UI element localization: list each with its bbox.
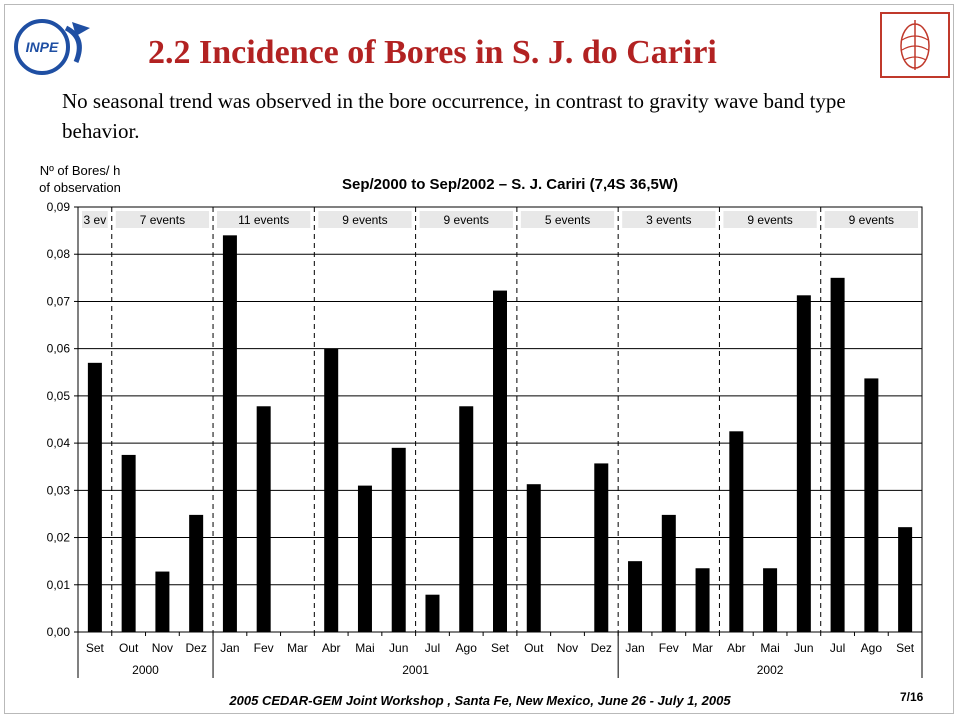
- x-tick-label: Mar: [692, 641, 713, 655]
- footer-text: 2005 CEDAR-GEM Joint Workshop , Santa Fe…: [229, 693, 731, 708]
- x-tick-label: Mai: [355, 641, 374, 655]
- bar: [425, 594, 440, 632]
- y-axis-label: Nº of Bores/ h of observation: [22, 162, 138, 196]
- x-tick-label: Fev: [659, 641, 679, 655]
- y-tick-label: 0,03: [47, 483, 71, 497]
- bar: [594, 463, 609, 632]
- x-tick-label: Jan: [625, 641, 644, 655]
- x-tick-label: Mar: [287, 641, 308, 655]
- event-label: 5 events: [545, 213, 590, 227]
- x-tick-label: Ago: [861, 641, 883, 655]
- x-tick-label: Abr: [727, 641, 746, 655]
- year-label: 2002: [757, 663, 784, 677]
- x-tick-label: Set: [86, 641, 105, 655]
- page-number: 7/16: [900, 690, 924, 704]
- inpe-logo: INPE: [14, 19, 90, 75]
- x-tick-label: Jan: [220, 641, 239, 655]
- bar: [830, 277, 845, 632]
- x-tick-label: Nov: [557, 641, 578, 655]
- bar: [661, 514, 676, 632]
- bar: [864, 378, 879, 632]
- y-tick-label: 0,01: [47, 578, 71, 592]
- event-label: 3 events: [646, 213, 691, 227]
- bar: [189, 514, 204, 632]
- bar: [729, 431, 744, 632]
- event-label-box: [419, 211, 513, 228]
- bar: [459, 406, 474, 632]
- x-tick-label: Dez: [591, 641, 612, 655]
- bar: [222, 235, 237, 633]
- x-tick-label: Out: [119, 641, 139, 655]
- bar: [87, 362, 102, 632]
- chart-title: Sep/2000 to Sep/2002 – S. J. Cariri (7,4…: [342, 176, 678, 193]
- slide-title: 2.2 Incidence of Bores in S. J. do Carir…: [148, 34, 717, 71]
- bar: [324, 348, 339, 632]
- x-tick-label: Set: [896, 641, 915, 655]
- x-tick-label: Nov: [152, 641, 173, 655]
- y-tick-label: 0,06: [47, 342, 71, 356]
- bar: [796, 295, 811, 632]
- event-label-box: [824, 211, 918, 228]
- year-label: 2000: [132, 663, 159, 677]
- x-tick-label: Jul: [830, 641, 845, 655]
- x-tick-label: Jun: [389, 641, 408, 655]
- bar: [121, 454, 136, 632]
- x-tick-label: Fev: [254, 641, 274, 655]
- year-label: 2001: [402, 663, 429, 677]
- x-tick-label: Abr: [322, 641, 341, 655]
- bar: [493, 290, 507, 632]
- x-tick-label: Set: [491, 641, 510, 655]
- event-label: 3 ev: [84, 213, 107, 227]
- bar: [898, 527, 913, 632]
- event-label-box: [82, 211, 108, 228]
- x-tick-label: Mai: [760, 641, 779, 655]
- y-axis-label-line2: of observation: [39, 180, 121, 195]
- y-axis-label-line1: Nº of Bores/ h: [39, 163, 121, 178]
- bar: [628, 561, 643, 632]
- y-tick-label: 0,00: [47, 625, 71, 639]
- event-label: 9 events: [342, 213, 387, 227]
- event-label-box: [520, 211, 615, 228]
- x-tick-label: Jul: [425, 641, 440, 655]
- bar: [357, 485, 372, 632]
- bar: [256, 406, 271, 632]
- y-tick-label: 0,02: [47, 531, 71, 545]
- bar: [391, 447, 406, 632]
- event-label: 9 events: [849, 213, 894, 227]
- event-label: 9 events: [747, 213, 792, 227]
- inpe-logo-text: INPE: [26, 39, 59, 55]
- event-label-box: [723, 211, 817, 228]
- bar: [763, 568, 778, 632]
- y-tick-label: 0,09: [47, 200, 71, 214]
- y-tick-label: 0,05: [47, 389, 71, 403]
- bar: [695, 568, 710, 632]
- x-tick-label: Out: [524, 641, 544, 655]
- slide-frame: [4, 4, 954, 714]
- event-label: 11 events: [238, 213, 289, 227]
- cariri-logo: [880, 12, 950, 78]
- event-label: 7 events: [140, 213, 185, 227]
- event-label-box: [318, 211, 412, 228]
- event-label-box: [622, 211, 716, 228]
- x-tick-label: Ago: [456, 641, 478, 655]
- x-tick-label: Jun: [794, 641, 813, 655]
- slide-subtitle: No seasonal trend was observed in the bo…: [62, 89, 846, 143]
- x-tick-label: Dez: [185, 641, 206, 655]
- y-tick-label: 0,04: [47, 436, 71, 450]
- event-label-box: [217, 211, 311, 228]
- event-label: 9 events: [444, 213, 489, 227]
- event-label-box: [115, 211, 210, 228]
- y-tick-label: 0,08: [47, 247, 71, 261]
- bar: [155, 571, 170, 632]
- bar: [526, 484, 541, 632]
- y-tick-label: 0,07: [47, 294, 71, 308]
- bar-chart: 0,00 0,01 0,02 0,03 0,04 0,05 0,06 0,07 0,08 0,09…: [47, 200, 923, 678]
